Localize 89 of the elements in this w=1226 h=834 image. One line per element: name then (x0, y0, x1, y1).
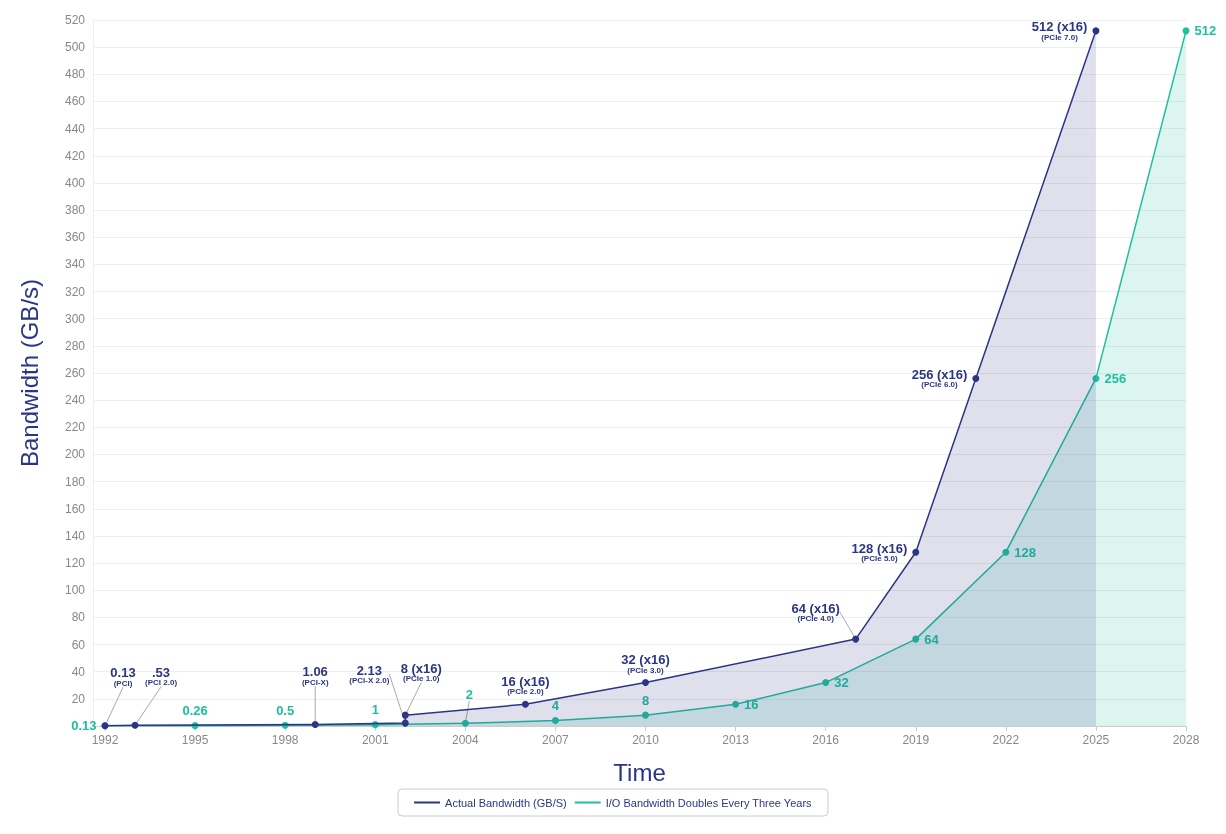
y-tick-label: 400 (64, 175, 86, 190)
annotation: (PCI) (113, 678, 133, 688)
y-tick-label: 420 (64, 148, 86, 163)
data-label: 8 (641, 692, 650, 708)
data-label: 32 (x16) (621, 652, 670, 668)
point (1092, 27, 1100, 35)
y-tick-label: 80 (71, 610, 86, 625)
point (551, 717, 559, 725)
y-tick-label: 360 (64, 230, 86, 245)
annotation: (PCI-X) (301, 677, 329, 687)
point (732, 700, 740, 708)
x-tick-label: 2025 (1082, 733, 1110, 747)
y-tick-label: 220 (64, 420, 86, 435)
y-tick-label: 500 (64, 40, 86, 55)
data-label: .53 (152, 664, 171, 680)
x-tick-label: 2010 (632, 733, 660, 747)
y-tick-label: 440 (64, 121, 86, 136)
data-label: 1.06 (302, 664, 328, 680)
x-tick-label: 2028 (1172, 733, 1200, 747)
point (131, 721, 139, 729)
y-tick-label: 120 (64, 556, 86, 571)
x-tick-label: 1998 (271, 733, 299, 747)
point (912, 635, 920, 643)
data-label: 8 (x16) (400, 660, 442, 676)
data-label: 64 (924, 631, 940, 647)
data-label: 128 (1014, 544, 1037, 560)
y-tick-label: 280 (64, 338, 86, 353)
data-label: 1 (371, 702, 379, 718)
point (1002, 548, 1010, 556)
data-label: 256 (x16) (911, 366, 968, 382)
x-tick-label: 2004 (451, 733, 480, 747)
annotation: (PCI 2.0) (145, 678, 178, 688)
point (461, 719, 469, 727)
data-label: 0.26 (182, 703, 208, 719)
data-label: 0.13 (110, 665, 136, 681)
data-label: 512 (x16) (1031, 19, 1088, 35)
data-label: 0.5 (276, 702, 295, 718)
y-tick-label: 460 (64, 94, 86, 109)
y-tick-label: 140 (64, 528, 86, 543)
point (311, 721, 319, 729)
y-tick-label: 380 (64, 203, 86, 218)
data-label: 64 (x16) (791, 600, 840, 616)
y-tick-label: 340 (64, 257, 86, 272)
y-tick-label: 240 (64, 393, 86, 408)
point (822, 679, 830, 687)
data-label: 32 (834, 675, 849, 691)
point (401, 719, 409, 727)
point (852, 635, 860, 643)
y-tick-label: 180 (64, 474, 86, 489)
data-label: 0.13 (71, 718, 97, 734)
y-tick-label: 480 (64, 67, 86, 82)
point (642, 679, 650, 687)
x-tick-label: 2001 (361, 733, 389, 747)
point (972, 374, 980, 382)
legend-label: I/O Bandwidth Doubles Every Three Years (605, 796, 813, 809)
x-tick-label: 2007 (542, 733, 570, 747)
y-tick-label: 100 (64, 583, 86, 598)
x-tick-label: 1995 (181, 733, 209, 747)
point (521, 700, 529, 708)
y-tick-label: 200 (64, 447, 86, 462)
y-tick-label: 160 (64, 501, 86, 516)
data-label: 2.13 (356, 662, 382, 678)
x-tick-label: 1992 (91, 733, 119, 747)
data-label: 512 (1194, 23, 1217, 39)
legend-label: Actual Bandwidth (GB/S) (445, 796, 567, 809)
y-tick-label: 300 (64, 311, 86, 326)
point (401, 711, 409, 719)
y-tick-label: 520 (64, 13, 86, 27)
annotation: (PCI-X 2.0) (349, 676, 390, 686)
data-label: 4 (551, 698, 560, 714)
data-label: 128 (x16) (851, 540, 908, 556)
y-tick-label: 40 (71, 664, 86, 679)
data-label: 16 (x16) (501, 673, 550, 689)
x-tick-label: 2022 (992, 733, 1020, 747)
y-tick-label: 60 (71, 637, 86, 652)
x-tick-label: 2013 (722, 733, 750, 747)
point (912, 548, 920, 556)
x-tick-label: 2016 (812, 733, 840, 747)
x-axis-title: Time (613, 758, 666, 786)
y-tick-label: 20 (71, 691, 86, 706)
x-tick-label: 2019 (902, 733, 930, 747)
y-axis-title: Bandwidth (GB/s) (15, 278, 43, 468)
y-tick-label: 260 (64, 366, 86, 380)
point (1092, 374, 1100, 382)
y-tick-label: 320 (64, 284, 86, 299)
data-label: 2 (465, 686, 473, 702)
data-label: 256 (1104, 370, 1127, 386)
data-label: 16 (744, 696, 759, 712)
point (642, 711, 650, 719)
